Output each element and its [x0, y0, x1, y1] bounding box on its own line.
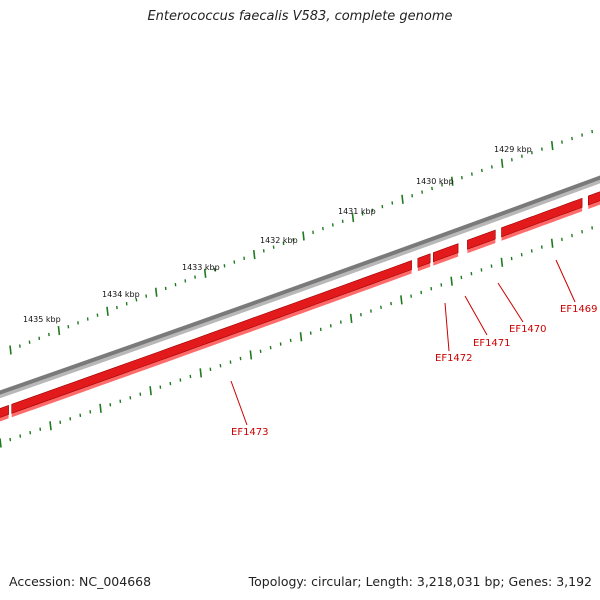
inner-major-tick: [500, 257, 504, 267]
inner-major-tick: [550, 238, 554, 248]
inner-major-tick: [0, 438, 2, 448]
genome-backbone: [0, 175, 600, 399]
gene-EF1473[interactable]: [11, 260, 412, 414]
scale-label: 1434 kbp: [102, 290, 140, 299]
scale-label: 1429 kbp: [494, 145, 532, 154]
page-title: Enterococcus faecalis V583, complete gen…: [147, 9, 453, 24]
gene-label[interactable]: EF1470: [509, 324, 547, 335]
gene-EF1472[interactable]: [417, 253, 431, 268]
outer-major-tick: [9, 345, 12, 355]
gene-leader-line: [497, 282, 524, 323]
outer-major-tick: [106, 306, 109, 316]
inner-major-tick: [49, 421, 52, 431]
gene-label[interactable]: EF1472: [435, 353, 473, 364]
gene-EF1470[interactable]: [467, 229, 496, 250]
gene-EF1470-shadow: [467, 239, 496, 254]
gene-next[interactable]: [587, 188, 600, 206]
gene-EF1469-shadow: [501, 207, 583, 241]
inner-major-tick: [349, 313, 353, 323]
gene-leader-line: [230, 380, 248, 426]
gene-EF1472-shadow: [417, 262, 431, 272]
outer-major-tick: [401, 194, 404, 204]
scale-label: 1432 kbp: [260, 236, 298, 245]
gene-leader-line: [444, 302, 450, 352]
scale-label: 1431 kbp: [338, 207, 376, 216]
outer-tick-ring: [9, 129, 594, 355]
inner-major-tick: [149, 386, 152, 396]
outer-major-tick: [302, 231, 305, 241]
outer-major-tick: [57, 325, 61, 336]
inner-tick-ring: [0, 226, 594, 448]
gene-label[interactable]: EF1471: [473, 338, 511, 349]
gene-next-shadow: [588, 200, 600, 209]
outer-major-tick: [203, 268, 207, 278]
scale-labels: 1429 kbp 1430 kbp 1431 kbp 1432 kbp 1433 kbp…: [23, 145, 532, 324]
outer-major-tick: [351, 212, 355, 223]
scale-label: 1430 kbp: [416, 177, 454, 186]
inner-major-tick: [299, 332, 303, 342]
gene-EF1473-start[interactable]: [0, 404, 9, 421]
gene-label[interactable]: EF1473: [231, 427, 269, 438]
inner-major-tick: [99, 403, 102, 413]
gene-label[interactable]: EF1469: [560, 304, 598, 315]
inner-major-tick: [450, 276, 453, 286]
outer-major-tick: [252, 249, 256, 260]
backbone-line: [0, 175, 600, 395]
inner-major-tick: [199, 368, 203, 378]
gene-leader-line: [555, 259, 576, 303]
gene-EF1473-shadow: [11, 269, 412, 418]
gene-EF1471[interactable]: [432, 243, 459, 263]
gene-EF1473-start-shadow: [0, 414, 9, 422]
gene-EF1471-shadow: [433, 252, 459, 266]
scale-label: 1435 kbp: [23, 315, 61, 324]
outer-major-tick: [154, 287, 158, 297]
gene-EF1469[interactable]: [501, 197, 583, 238]
gene-leader-line: [464, 295, 488, 336]
gene-track: [0, 188, 600, 422]
inner-major-tick: [249, 350, 253, 360]
scale-label: 1433 kbp: [182, 263, 220, 272]
inner-major-tick: [400, 295, 403, 305]
outer-major-tick: [450, 176, 454, 186]
accession-text: Accession: NC_004668: [9, 574, 152, 589]
outer-major-tick: [500, 158, 504, 168]
genome-summary-text: Topology: circular; Length: 3,218,031 bp…: [248, 574, 592, 589]
outer-major-tick: [550, 140, 554, 151]
